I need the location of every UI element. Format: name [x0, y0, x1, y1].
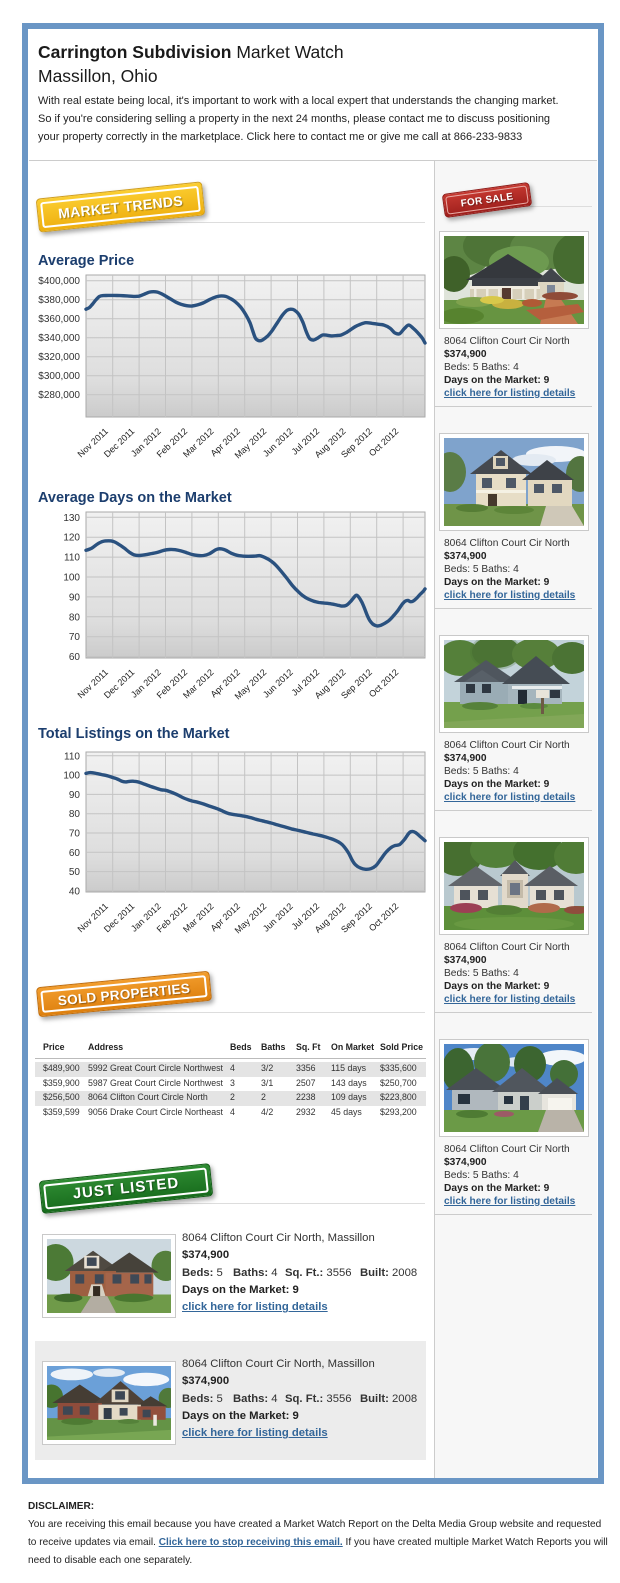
svg-text:$400,000: $400,000 — [38, 276, 80, 287]
svg-text:100: 100 — [63, 771, 80, 782]
svg-text:90: 90 — [69, 592, 81, 603]
svg-text:$280,000: $280,000 — [38, 390, 80, 401]
svg-text:70: 70 — [69, 829, 81, 840]
svg-text:60: 60 — [69, 652, 81, 663]
svg-text:$360,000: $360,000 — [38, 314, 80, 325]
svg-text:130: 130 — [63, 513, 80, 524]
svg-text:120: 120 — [63, 533, 80, 544]
svg-text:80: 80 — [69, 612, 81, 623]
svg-text:100: 100 — [63, 573, 80, 584]
svg-text:90: 90 — [69, 790, 81, 801]
svg-text:110: 110 — [64, 751, 80, 762]
svg-text:50: 50 — [69, 867, 81, 878]
svg-text:40: 40 — [69, 886, 81, 897]
svg-text:$340,000: $340,000 — [38, 333, 80, 344]
svg-text:70: 70 — [69, 632, 81, 643]
svg-text:110: 110 — [64, 553, 80, 564]
svg-text:80: 80 — [69, 809, 81, 820]
svg-text:$380,000: $380,000 — [38, 295, 80, 306]
svg-text:60: 60 — [69, 848, 81, 859]
svg-text:$320,000: $320,000 — [38, 352, 80, 363]
svg-text:$300,000: $300,000 — [38, 371, 80, 382]
svg-text:Oct 2012: Oct 2012 — [367, 667, 401, 699]
svg-text:Oct 2012: Oct 2012 — [367, 901, 401, 933]
svg-text:Oct 2012: Oct 2012 — [367, 426, 401, 458]
